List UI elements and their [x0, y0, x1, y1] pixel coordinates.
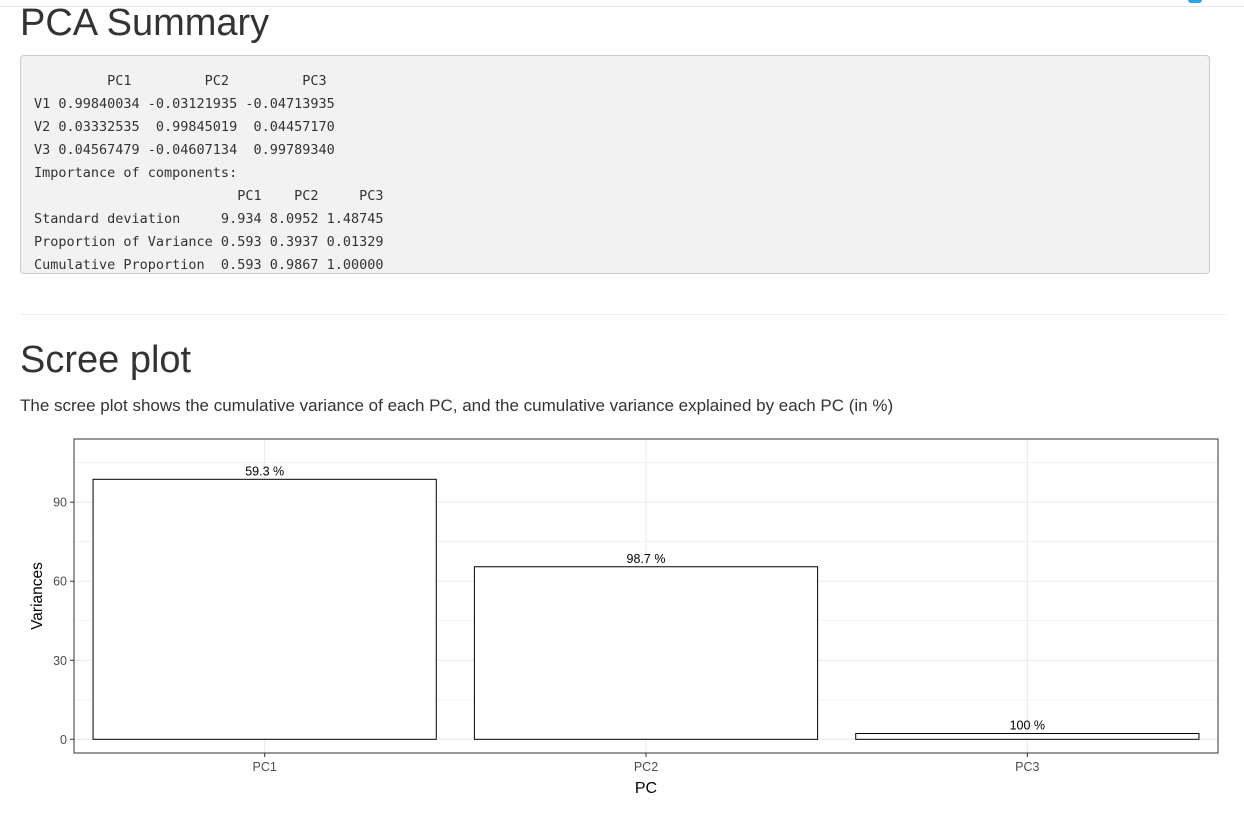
- x-tick-label: PC1: [253, 760, 277, 774]
- pca-summary-output: PC1 PC2 PC3 V1 0.99840034 -0.03121935 -0…: [20, 55, 1210, 274]
- bars: 59.3 % 98.7 % 100 %: [92, 464, 1200, 740]
- y-tick-label: 30: [53, 654, 67, 668]
- scree-plot: 59.3 % 98.7 % 100 % 0 30 60 90 PC1 PC2 PC3 Varia…: [29, 438, 1219, 797]
- axes: 0 30 60 90 PC1 PC2 PC3: [53, 496, 1039, 774]
- page-title: PCA Summary: [20, 2, 270, 44]
- rotation-row: V3 0.04567479 -0.04607134 0.99789340: [34, 142, 335, 158]
- x-tick-label: PC3: [1015, 760, 1039, 774]
- x-tick-label: PC2: [634, 760, 658, 774]
- y-tick-label: 90: [53, 496, 67, 510]
- bar-value-label: 59.3 %: [245, 464, 284, 478]
- bar-pc3: [855, 733, 1200, 740]
- importance-row: Standard deviation 9.934 8.0952 1.48745: [34, 211, 384, 227]
- bar-pc1: [92, 478, 437, 740]
- top-border: [0, 6, 1244, 7]
- rotation-row: V1 0.99840034 -0.03121935 -0.04713935: [34, 96, 335, 112]
- x-axis-title: PC: [635, 780, 657, 797]
- bar-pc2: [473, 566, 819, 740]
- rotation-row: V2 0.03332535 0.99845019 0.04457170: [34, 119, 335, 135]
- y-tick-label: 60: [53, 575, 67, 589]
- section-divider: [20, 314, 1226, 315]
- scree-description: The scree plot shows the cumulative vari…: [20, 396, 894, 415]
- nav-accent: [1188, 0, 1202, 3]
- y-tick-label: 0: [60, 733, 67, 747]
- bar-value-label: 98.7 %: [627, 552, 666, 566]
- importance-row: Proportion of Variance 0.593 0.3937 0.01…: [34, 234, 384, 250]
- bar-value-label: 100 %: [1010, 719, 1045, 733]
- scree-heading: Scree plot: [20, 339, 192, 381]
- importance-row: Cumulative Proportion 0.593 0.9867 1.000…: [34, 257, 384, 273]
- rotation-header: PC1 PC2 PC3: [34, 73, 327, 89]
- importance-title: Importance of components:: [34, 165, 238, 181]
- importance-header: PC1 PC2 PC3: [34, 188, 384, 204]
- y-axis-title: Variances: [29, 562, 46, 630]
